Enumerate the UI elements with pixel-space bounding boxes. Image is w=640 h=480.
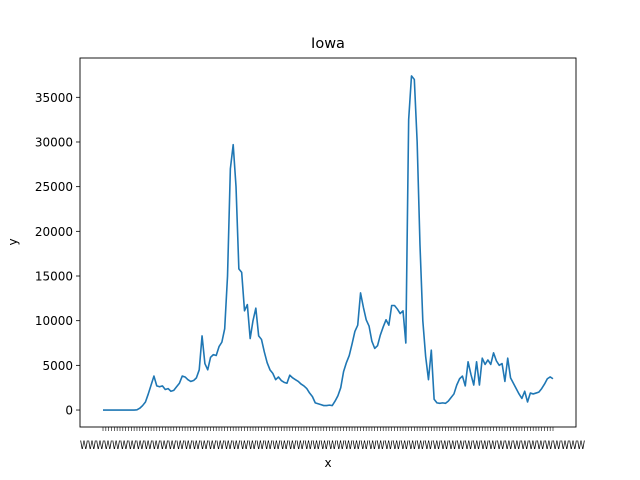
y-tick-label: 30000 (35, 135, 73, 149)
y-tick-label: 20000 (35, 225, 73, 239)
y-tick-label: 15000 (35, 270, 73, 284)
y-axis-label: y (6, 238, 20, 245)
chart-title: Iowa (311, 36, 345, 52)
y-tick-label: 10000 (35, 314, 73, 328)
x-axis-label: x (324, 456, 331, 470)
y-axis: 0 5000 10000 15000 20000 25000 30000 35000 (35, 91, 80, 418)
y-tick-label: 35000 (35, 91, 73, 105)
x-axis (102, 427, 554, 431)
y-tick-label: 25000 (35, 180, 73, 194)
x-tick-labels-overlap: WWWWWWWWWWWWWWWWWWWWWWWWWWWWWWWWWWWWWWWW… (80, 438, 585, 452)
series-line (103, 75, 554, 411)
plot-frame (79, 57, 577, 428)
y-tick-label: 0 (65, 404, 73, 418)
y-tick-label: 5000 (42, 359, 73, 373)
